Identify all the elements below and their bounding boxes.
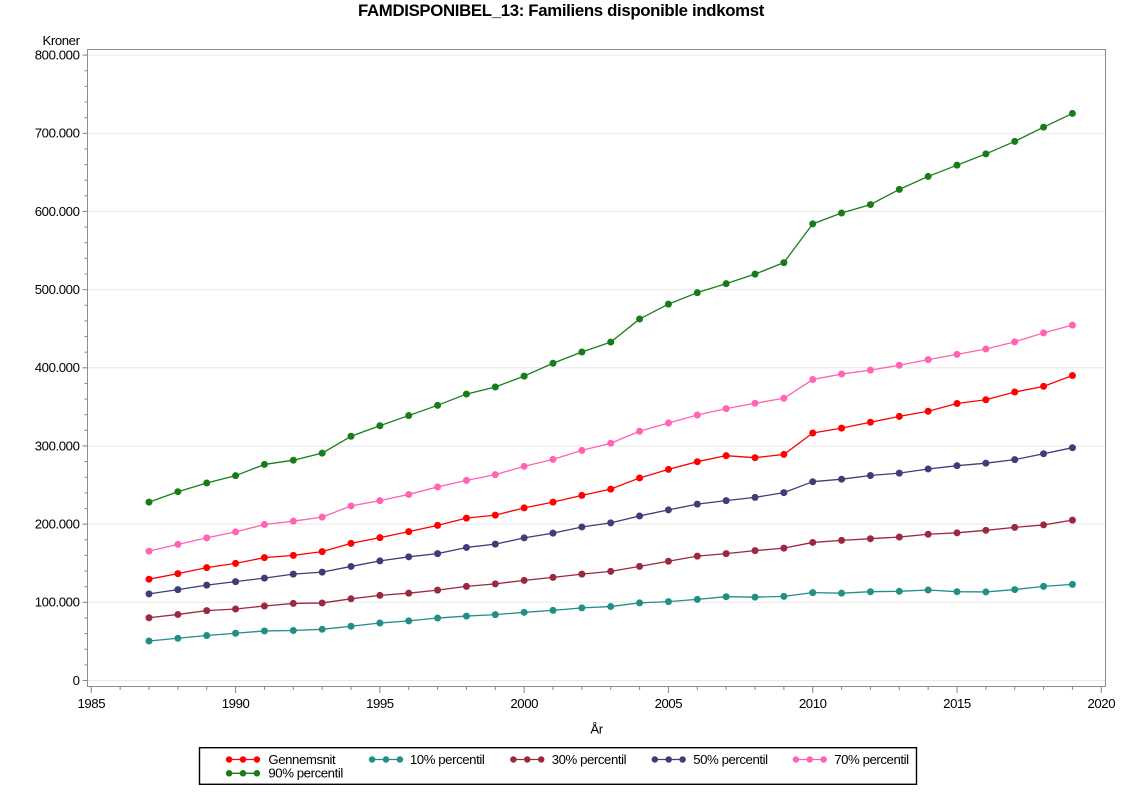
svg-text:500.000: 500.000	[35, 282, 80, 297]
svg-text:50% percentil: 50% percentil	[693, 752, 768, 767]
svg-text:70% percentil: 70% percentil	[834, 752, 909, 767]
svg-text:2015: 2015	[943, 696, 971, 711]
svg-text:År: År	[590, 722, 603, 737]
svg-text:1985: 1985	[77, 696, 105, 711]
svg-text:0: 0	[73, 673, 80, 688]
svg-text:700.000: 700.000	[35, 126, 80, 141]
svg-text:90% percentil: 90% percentil	[268, 766, 343, 781]
svg-text:30% percentil: 30% percentil	[552, 752, 627, 767]
svg-text:Kroner: Kroner	[43, 33, 81, 48]
svg-text:600.000: 600.000	[35, 204, 80, 219]
svg-text:2010: 2010	[799, 696, 827, 711]
svg-text:300.000: 300.000	[35, 438, 80, 453]
svg-text:400.000: 400.000	[35, 360, 80, 375]
svg-text:Gennemsnit: Gennemsnit	[268, 752, 336, 767]
svg-text:1990: 1990	[222, 696, 250, 711]
svg-text:10% percentil: 10% percentil	[410, 752, 485, 767]
svg-text:1995: 1995	[366, 696, 394, 711]
svg-text:800.000: 800.000	[35, 47, 80, 62]
svg-text:2000: 2000	[510, 696, 538, 711]
svg-text:200.000: 200.000	[35, 516, 80, 531]
svg-text:2020: 2020	[1087, 696, 1115, 711]
svg-text:100.000: 100.000	[35, 595, 80, 610]
svg-text:2005: 2005	[655, 696, 683, 711]
svg-text:FAMDISPONIBEL_13: Familiens di: FAMDISPONIBEL_13: Familiens disponible i…	[358, 1, 765, 20]
